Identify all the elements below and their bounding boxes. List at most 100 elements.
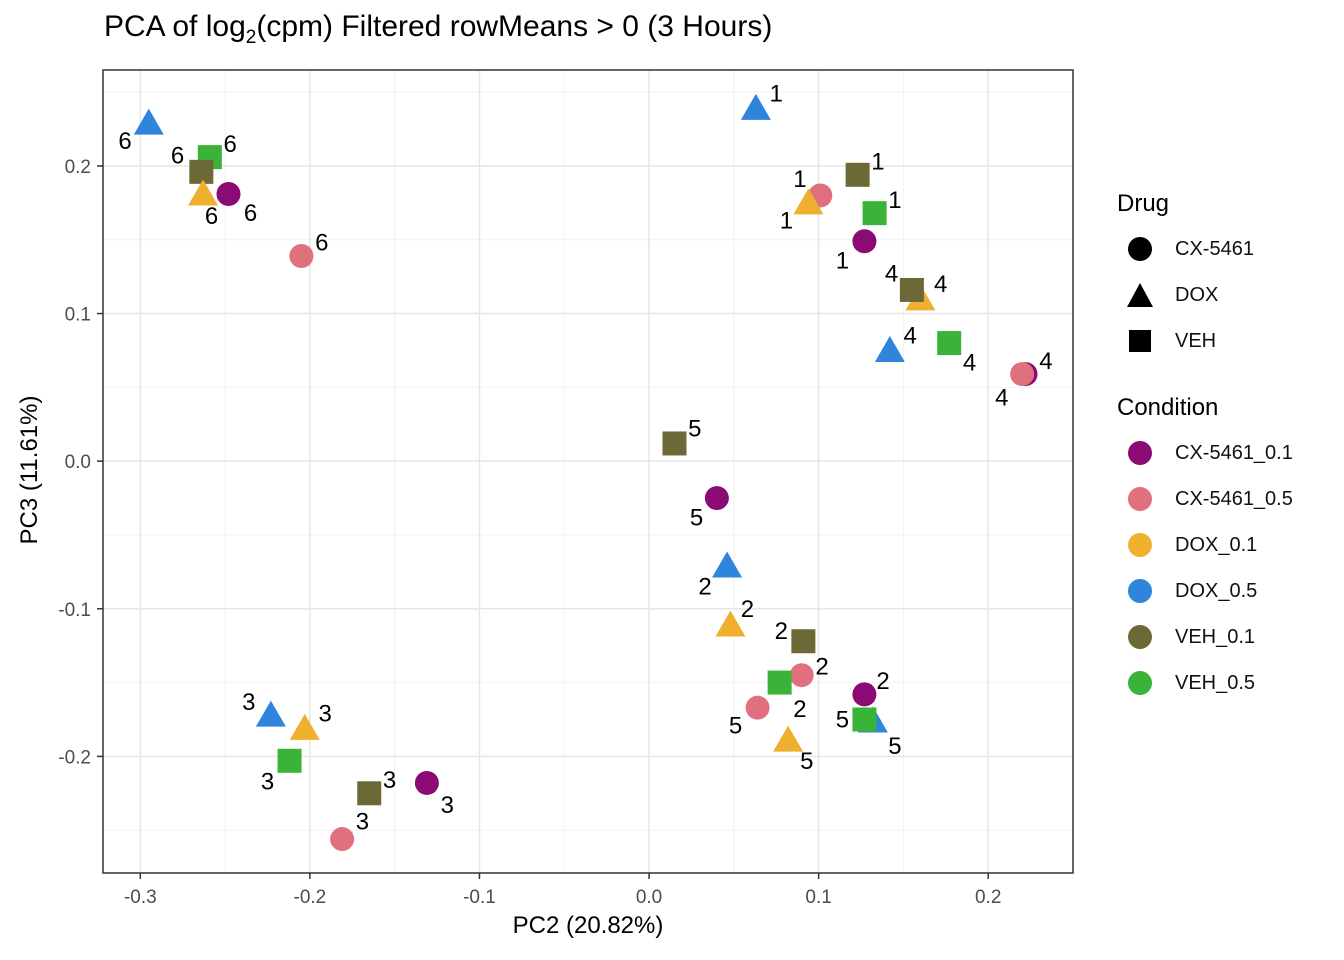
data-point xyxy=(845,162,870,187)
plot-border xyxy=(102,69,1074,874)
data-point xyxy=(793,188,824,215)
point-label: 4 xyxy=(934,271,947,298)
point-label: 5 xyxy=(729,712,742,739)
y-axis-label: PC3 (11.61%) xyxy=(16,395,43,545)
point-label: 1 xyxy=(888,187,901,214)
x-tick-label: -0.2 xyxy=(294,887,327,908)
data-point xyxy=(133,108,164,135)
point-label: 6 xyxy=(315,230,328,257)
y-tick-label: -0.1 xyxy=(58,600,91,621)
condition-swatch-icon xyxy=(1128,533,1152,557)
point-label: 1 xyxy=(793,166,806,193)
legend-condition-item: CX-5461_0.1 xyxy=(1117,430,1293,476)
data-point xyxy=(852,229,877,254)
plot-panel xyxy=(103,70,1073,873)
point-label: 5 xyxy=(800,748,813,775)
point-label: 4 xyxy=(1039,348,1052,375)
legend-condition-title: Condition xyxy=(1117,394,1219,421)
data-point xyxy=(357,781,382,806)
y-tick-label: -0.2 xyxy=(58,747,91,768)
x-tick-label: 0.1 xyxy=(805,887,831,908)
legend-condition-item: DOX_0.1 xyxy=(1117,522,1293,568)
point-label: 3 xyxy=(318,701,331,728)
data-point xyxy=(715,610,746,637)
legend-condition-label: CX-5461_0.5 xyxy=(1175,487,1293,510)
point-label: 6 xyxy=(244,200,257,227)
data-point xyxy=(662,431,687,456)
point-label: 4 xyxy=(995,385,1008,412)
triangle-shape-icon xyxy=(1127,283,1153,307)
data-point xyxy=(874,335,905,362)
data-point xyxy=(330,827,355,852)
point-label: 4 xyxy=(885,261,898,288)
legend-drug: Drug CX-5461 DOX VEH xyxy=(1117,190,1293,364)
legend-condition-label: VEH_0.1 xyxy=(1175,625,1256,648)
legend-drug-label: VEH xyxy=(1175,329,1217,352)
data-point xyxy=(745,695,770,720)
data-point xyxy=(852,682,877,707)
data-point xyxy=(1010,362,1035,387)
point-label: 3 xyxy=(356,808,369,835)
point-label: 3 xyxy=(383,767,396,794)
point-label: 2 xyxy=(775,618,788,645)
data-point xyxy=(216,181,241,206)
point-label: 5 xyxy=(688,416,701,443)
legend-drug-item: CX-5461 xyxy=(1117,226,1293,272)
data-point xyxy=(767,670,792,695)
point-label: 1 xyxy=(871,149,884,176)
data-point xyxy=(188,179,219,206)
legend-drug-item: DOX xyxy=(1117,272,1293,318)
point-label: 6 xyxy=(224,131,237,158)
condition-swatch-icon xyxy=(1128,671,1152,695)
condition-swatch-icon xyxy=(1128,441,1152,465)
data-point xyxy=(789,663,814,688)
point-label: 2 xyxy=(793,696,806,723)
legend-condition: Condition CX-5461_0.1 CX-5461_0.5 DOX_0.… xyxy=(1117,394,1293,706)
y-tick-label: 0.0 xyxy=(65,452,91,473)
point-label: 2 xyxy=(876,668,889,695)
legend-condition-item: CX-5461_0.5 xyxy=(1117,476,1293,522)
point-label: 5 xyxy=(836,706,849,733)
point-label: 2 xyxy=(741,596,754,623)
legend-drug-item: VEH xyxy=(1117,318,1293,364)
x-tick-label: -0.1 xyxy=(463,887,496,908)
point-label: 2 xyxy=(698,574,711,601)
data-point xyxy=(255,700,286,727)
x-tick-label: -0.3 xyxy=(124,887,157,908)
point-label: 6 xyxy=(205,203,218,230)
data-point xyxy=(189,159,214,184)
y-tick-label: 0.1 xyxy=(65,305,91,326)
legend-condition-item: VEH_0.1 xyxy=(1117,614,1293,660)
legend: Drug CX-5461 DOX VEH Condition CX-5461_0… xyxy=(1117,190,1293,706)
condition-swatch-icon xyxy=(1128,625,1152,649)
point-label: 3 xyxy=(242,689,255,716)
y-tick-label: 0.2 xyxy=(65,157,91,178)
point-label: 5 xyxy=(888,733,901,760)
point-label: 3 xyxy=(261,768,274,795)
data-point xyxy=(740,93,771,120)
data-point xyxy=(852,707,877,732)
point-label: 1 xyxy=(780,208,793,235)
condition-swatch-icon xyxy=(1128,579,1152,603)
condition-swatch-icon xyxy=(1128,487,1152,511)
legend-drug-label: CX-5461 xyxy=(1175,237,1254,260)
legend-condition-label: VEH_0.5 xyxy=(1175,671,1256,694)
x-tick-label: 0.0 xyxy=(636,887,662,908)
square-shape-icon xyxy=(1129,330,1151,352)
data-point xyxy=(277,748,302,773)
point-label: 2 xyxy=(815,653,828,680)
point-label: 5 xyxy=(690,504,703,531)
legend-drug-label: DOX xyxy=(1175,283,1219,306)
point-label: 3 xyxy=(441,792,454,819)
legend-condition-label: DOX_0.1 xyxy=(1175,533,1258,556)
point-label: 6 xyxy=(118,128,131,155)
data-point xyxy=(289,243,314,268)
data-point xyxy=(289,713,320,740)
legend-drug-title: Drug xyxy=(1117,190,1170,217)
data-point xyxy=(773,725,804,752)
data-point xyxy=(712,551,743,578)
point-label: 4 xyxy=(904,323,917,350)
data-point xyxy=(937,331,962,356)
legend-condition-label: CX-5461_0.1 xyxy=(1175,441,1293,464)
data-point xyxy=(899,277,924,302)
